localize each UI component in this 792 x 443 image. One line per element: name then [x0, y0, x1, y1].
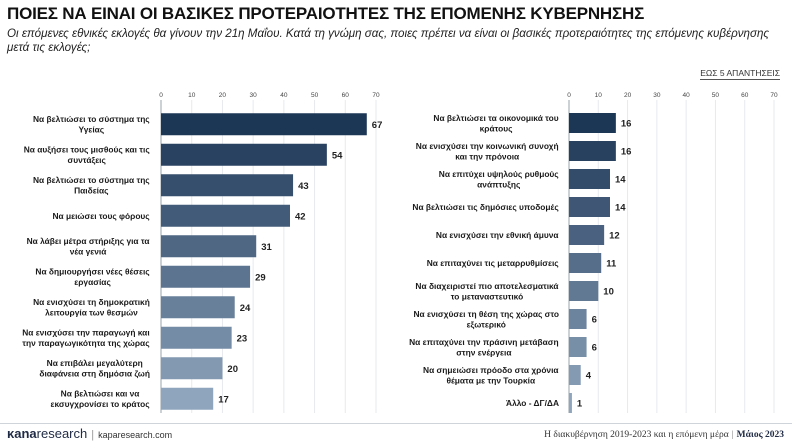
footer-divider — [0, 423, 792, 424]
value-label: 11 — [606, 259, 617, 270]
bar — [569, 309, 587, 329]
tick-label: 70 — [372, 92, 380, 99]
value-label: 54 — [332, 150, 343, 161]
bar — [161, 357, 223, 380]
bar — [569, 113, 616, 133]
value-label: 14 — [615, 175, 626, 186]
bar — [161, 235, 257, 258]
question-text: Οι επόμενες εθνικές εκλογές θα γίνουν τη… — [7, 27, 770, 54]
tick-label: 30 — [250, 92, 258, 99]
bar — [161, 174, 294, 197]
bar — [161, 204, 290, 227]
tick-label: 70 — [770, 92, 778, 99]
bar — [569, 393, 572, 413]
value-label: 16 — [621, 119, 632, 130]
tick-label: 60 — [741, 92, 749, 99]
tick-label: 0 — [567, 92, 571, 99]
bar — [569, 169, 610, 189]
footer-caption: Η διακυβέρνηση 2019-2023 και η επόμενη μ… — [544, 430, 784, 440]
value-label: 42 — [295, 211, 306, 222]
tick-label: 50 — [311, 92, 319, 99]
tick-label: 30 — [653, 92, 661, 99]
logo-mark: κana — [7, 426, 37, 441]
bar — [569, 141, 616, 161]
category-label: Άλλο - ΔΓ/ΔΑ — [506, 398, 559, 408]
value-label: 20 — [227, 364, 238, 375]
category-label: Να επιταχύνει τις μεταρρυθμίσεις — [427, 258, 560, 268]
bar — [569, 197, 610, 217]
category-label: Να αυξήσει τους μισθούς και τις συντάξεις — [24, 145, 151, 166]
value-label: 29 — [255, 272, 266, 283]
value-label: 16 — [621, 147, 632, 158]
value-label: 17 — [218, 394, 229, 405]
bar — [569, 365, 581, 385]
category-label: Να ενισχύσει την εθνική άμυνα — [436, 230, 560, 240]
website-url: kaparesearch.com — [98, 430, 173, 440]
answers-note: ΕΩΣ 5 ΑΠΑΝΤΗΣΕΙΣ — [700, 68, 780, 80]
logo-word: research — [36, 426, 88, 441]
value-label: 67 — [372, 120, 383, 131]
bar — [161, 265, 251, 288]
value-label: 31 — [261, 242, 272, 253]
footer-date: Μάιος 2023 — [736, 430, 784, 440]
bar — [161, 387, 214, 410]
category-label: Να επιτύχει υψηλούς ρυθμούς ανάπτυξης — [439, 169, 560, 190]
tick-label: 50 — [712, 92, 720, 99]
value-label: 14 — [615, 203, 626, 214]
category-label: Να δημιουργήσει νέες θέσεις εργασίας — [35, 267, 150, 288]
bar — [161, 296, 235, 319]
footer-separator: | — [731, 430, 734, 440]
value-label: 23 — [237, 333, 248, 344]
category-label: Να βελτιώσει το σύστημα της Υγείας — [33, 114, 150, 135]
tick-label: 20 — [624, 92, 632, 99]
tick-label: 20 — [219, 92, 227, 99]
bar — [161, 143, 327, 166]
category-label: Να διαχειριστεί πιο αποτελεσματικά το μετ… — [415, 281, 559, 302]
value-label: 6 — [592, 315, 597, 326]
bar — [569, 337, 587, 357]
category-label: Να λάβει μέτρα στήριξης για τα νέα γενιά — [27, 236, 151, 257]
page-title: ΠΟΙΕΣ ΝΑ ΕΙΝΑΙ ΟΙ ΒΑΣΙΚΕΣ ΠΡΟΤΕΡΑΙΟΤΗΤΕΣ… — [7, 4, 645, 23]
category-label: Να βελτιώσει τα οικονομικά του κράτους — [433, 113, 558, 134]
category-label: Να ενισχύσει την κοινωνική συνοχή και την… — [416, 141, 559, 162]
category-label: Να βελτιώσει τις δημόσιες υποδομές — [412, 202, 559, 212]
category-label: Να βελτιώσει το σύστημα της Παιδείας — [33, 175, 150, 196]
category-label: Να ενισχύσει τη θέση της χώρας στο εξωτερ… — [413, 309, 559, 330]
category-label: Να βελτιώσει και να εκσυγχρονίσει το κράτ… — [51, 389, 151, 410]
tick-label: 60 — [342, 92, 350, 99]
value-label: 43 — [298, 181, 309, 192]
category-label: Να επιταχύνει την πράσινη μετάβαση στην ε… — [409, 337, 558, 358]
category-label: Να ενισχύσει την παραγωγή και την παραγωγ… — [22, 328, 150, 349]
tick-label: 40 — [683, 92, 691, 99]
logo-separator: | — [91, 429, 95, 441]
left-bar-chart: 0 10 20 30 40 50 60 70 67 Να βελτιώσει το σύστημα… — [22, 92, 383, 413]
brand-logo: κanaresearch | kaparesearch.com — [7, 426, 172, 441]
value-label: 24 — [240, 303, 251, 314]
tick-label: 40 — [280, 92, 288, 99]
bar — [569, 253, 602, 273]
category-label: Να μειώσει τους φόρους — [52, 211, 150, 221]
value-label: 6 — [592, 343, 597, 354]
value-label: 10 — [603, 287, 614, 298]
value-label: 1 — [577, 399, 583, 410]
tick-label: 10 — [595, 92, 603, 99]
category-label: Να σημειώσει πρόοδο στα χρόνια θέματα με … — [423, 365, 559, 386]
category-label: Να επιβάλει μεγαλύτερη διαφάνεια στη δημό… — [39, 358, 150, 379]
value-label: 12 — [609, 231, 620, 242]
value-label: 4 — [586, 371, 592, 382]
bar — [161, 326, 232, 349]
category-label: Να ενισχύσει τη δημοκρατική λειτουργία τω… — [33, 297, 150, 318]
bar — [569, 281, 599, 301]
bar — [161, 113, 367, 136]
tick-label: 10 — [188, 92, 196, 99]
bar — [569, 225, 605, 245]
tick-label: 0 — [159, 92, 163, 99]
footer-report-title: Η διακυβέρνηση 2019-2023 και η επόμενη μ… — [544, 430, 729, 440]
